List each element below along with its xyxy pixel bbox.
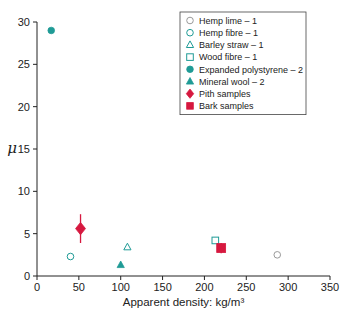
point [212,237,219,244]
y-tick [33,191,37,192]
legend-marker [187,66,194,73]
chart: 0 50 100 150 200 250 300 350 0 5 10 15 20 25 30 Apparen… [0,0,346,317]
point [67,253,74,260]
x-tick [288,276,289,280]
x-tick-label: 50 [73,281,85,293]
x-tick-label: 250 [237,281,255,293]
point [48,27,55,34]
y-tick [33,106,37,107]
legend-label: Mineral wool – 2 [199,77,265,87]
legend-marker [186,41,193,48]
legend-label: Hemp fibre – 1 [199,28,258,38]
legend-label: Bark samples [199,101,254,111]
y-axis-label: μ [7,139,17,157]
legend-box [180,12,306,115]
point [274,252,281,259]
legend-marker [186,89,193,98]
x-tick [246,276,247,280]
point [117,261,124,268]
legend-label: Expanded polystyrene – 2 [199,65,303,75]
legend: Hemp lime – 1 Hemp fibre – 1 Barley straw … [180,12,306,115]
x-tick-label: 150 [153,281,171,293]
legend-label: Pith samples [199,89,251,99]
y-tick [33,276,37,277]
x-tick-label: 100 [112,281,130,293]
x-tick-label: 200 [195,281,213,293]
y-tick [33,22,37,23]
x-tick [37,276,38,280]
legend-marker [187,54,194,61]
legend-marker [187,103,194,110]
y-tick-label: 25 [18,58,30,70]
x-tick [78,276,79,280]
y-tick [33,64,37,65]
y-tick-label: 10 [18,185,30,197]
y-tick [33,233,37,234]
y-tick-label: 30 [18,16,30,28]
x-tick-label: 0 [34,281,40,293]
legend-marker [186,78,193,85]
x-tick [330,276,331,280]
x-tick [120,276,121,280]
x-tick-label: 350 [321,281,339,293]
point [217,244,226,253]
x-tick [162,276,163,280]
legend-marker [187,29,194,36]
point [124,243,131,250]
y-tick-label: 0 [24,270,30,282]
y-tick-label: 5 [24,228,30,240]
point [76,222,86,234]
x-axis [37,276,330,277]
legend-label: Hemp lime – 1 [199,16,257,26]
y-tick-label: 15 [18,143,30,155]
x-tick-label: 300 [279,281,297,293]
x-axis-label: Apparent density: kg/m³ [123,296,245,308]
y-tick [33,149,37,150]
y-tick-label: 20 [18,101,30,113]
legend-marker [187,17,194,24]
legend-label: Barley straw – 1 [199,40,264,50]
x-tick [204,276,205,280]
legend-label: Wood fibre – 1 [199,52,257,62]
